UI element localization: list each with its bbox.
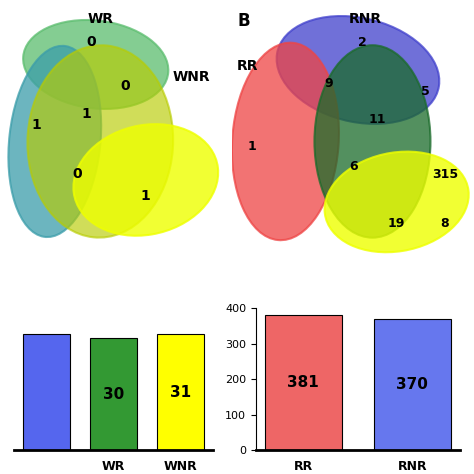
Bar (265, 315, 342, 450)
Text: 31: 31 (170, 385, 191, 400)
Bar (374, 319, 450, 450)
Ellipse shape (73, 124, 218, 236)
Text: 30: 30 (103, 387, 124, 401)
Text: 19: 19 (388, 218, 405, 230)
Text: 0: 0 (120, 80, 130, 93)
Text: 381: 381 (288, 375, 319, 390)
Bar (23, 334, 70, 450)
Bar (91, 338, 137, 450)
Ellipse shape (232, 43, 339, 240)
Text: 8: 8 (441, 218, 449, 230)
Text: WR: WR (87, 12, 113, 26)
Text: 11: 11 (369, 113, 386, 126)
Ellipse shape (314, 45, 430, 237)
Text: WNR: WNR (173, 70, 210, 84)
Text: 1: 1 (141, 190, 151, 203)
Text: 1: 1 (82, 107, 91, 121)
Ellipse shape (325, 152, 469, 252)
Text: 0: 0 (86, 36, 96, 49)
Text: 0: 0 (73, 167, 82, 182)
Text: 6: 6 (349, 160, 357, 173)
Text: 315: 315 (432, 168, 458, 181)
Text: 1: 1 (247, 140, 256, 154)
Text: RNR: RNR (349, 12, 382, 26)
Text: 2: 2 (358, 36, 367, 49)
Text: RR: RR (237, 59, 259, 73)
Ellipse shape (277, 16, 439, 124)
Text: 9: 9 (325, 77, 333, 90)
Text: B: B (237, 12, 250, 30)
Ellipse shape (9, 46, 101, 237)
Bar (157, 334, 204, 450)
Text: 370: 370 (396, 377, 428, 392)
Text: 1: 1 (32, 118, 41, 132)
Text: 5: 5 (421, 85, 430, 99)
Ellipse shape (27, 46, 173, 237)
Ellipse shape (23, 20, 168, 109)
